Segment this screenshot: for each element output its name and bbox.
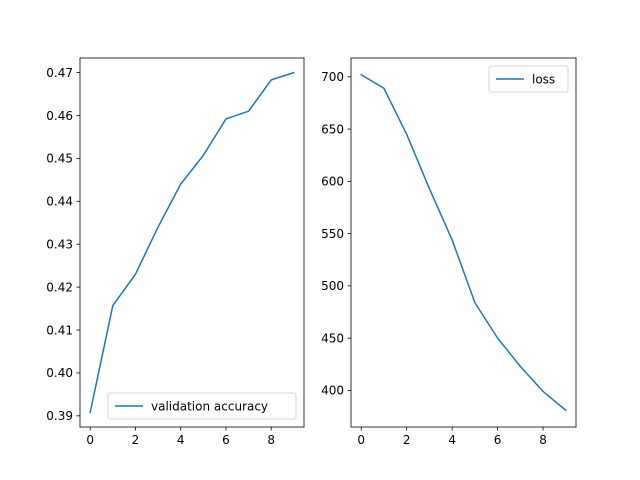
loss-data-point-7	[520, 366, 522, 368]
loss-data-point-0	[360, 74, 362, 76]
loss-x-tick-label-2: 4	[448, 433, 456, 447]
accuracy-data-point-5	[203, 155, 205, 157]
accuracy-y-tick-label-1: 0.40	[46, 366, 73, 380]
accuracy-data-point-7	[248, 110, 250, 112]
loss-data-point-2	[406, 134, 408, 136]
loss-data-point-6	[497, 337, 499, 339]
loss-y-tick-label-4: 600	[321, 175, 344, 189]
accuracy-x-tick-label-2: 4	[177, 433, 185, 447]
accuracy-chart: 0 2 4 6 8 0.39 0.40 0.41 0.42 0.43 0.44 0.45 0.46 0.4…	[46, 57, 305, 447]
loss-x-tick-label-1: 2	[403, 433, 411, 447]
loss-y-tick-label-2: 500	[321, 279, 344, 293]
accuracy-series-line	[89, 71, 295, 414]
accuracy-y-tick-label-6: 0.45	[46, 152, 73, 166]
loss-x-tick-label-3: 6	[494, 433, 502, 447]
accuracy-x-tick-label-3: 6	[222, 433, 230, 447]
loss-data-point-5	[474, 302, 476, 304]
loss-data-point-4	[451, 239, 453, 241]
accuracy-legend-label: validation accuracy	[151, 399, 268, 413]
accuracy-y-tick-label-2: 0.41	[46, 323, 73, 337]
accuracy-data-point-9	[293, 72, 295, 74]
loss-y-tick-label-1: 450	[321, 331, 344, 345]
loss-legend-box	[488, 65, 569, 93]
accuracy-data-point-6	[225, 118, 227, 120]
accuracy-legend: validation accuracy	[107, 392, 297, 420]
accuracy-y-tick-label-7: 0.46	[46, 109, 73, 123]
accuracy-data-point-8	[270, 79, 272, 81]
loss-series-line	[360, 73, 567, 412]
accuracy-y-tick-label-0: 0.39	[46, 409, 73, 423]
accuracy-y-tick-label-4: 0.43	[46, 238, 73, 252]
loss-data-point-8	[542, 391, 544, 393]
loss-y-tick-label-0: 400	[321, 384, 344, 398]
loss-x-tick-label-4: 8	[539, 433, 547, 447]
accuracy-y-tick-label-5: 0.44	[46, 195, 73, 209]
accuracy-data-point-2	[135, 273, 137, 275]
loss-legend-label: loss	[532, 72, 555, 86]
accuracy-data-point-4	[180, 183, 182, 185]
loss-y-tick-label-5: 650	[321, 122, 344, 136]
accuracy-data-point-1	[112, 305, 114, 307]
accuracy-data-point-0	[89, 412, 91, 414]
accuracy-x-tick-label-0: 0	[86, 433, 94, 447]
accuracy-axes-frame	[79, 57, 305, 428]
accuracy-y-tick-label-8: 0.47	[46, 66, 73, 80]
loss-chart: 0 2 4 6 8 400 450 500 550 600 650 700 loss	[321, 57, 577, 447]
accuracy-legend-box	[107, 392, 297, 420]
loss-data-point-1	[383, 88, 385, 90]
loss-x-tick-label-0: 0	[357, 433, 365, 447]
accuracy-x-tick-label-4: 8	[267, 433, 275, 447]
accuracy-y-tick-label-3: 0.42	[46, 280, 73, 294]
accuracy-data-point-3	[157, 226, 159, 228]
loss-data-point-9	[565, 409, 567, 411]
loss-data-point-3	[429, 188, 431, 190]
accuracy-x-tick-label-1: 2	[132, 433, 140, 447]
loss-y-tick-label-3: 550	[321, 227, 344, 241]
loss-legend: loss	[488, 65, 569, 93]
loss-y-tick-label-6: 700	[321, 70, 344, 84]
loss-axes-frame	[350, 57, 577, 428]
